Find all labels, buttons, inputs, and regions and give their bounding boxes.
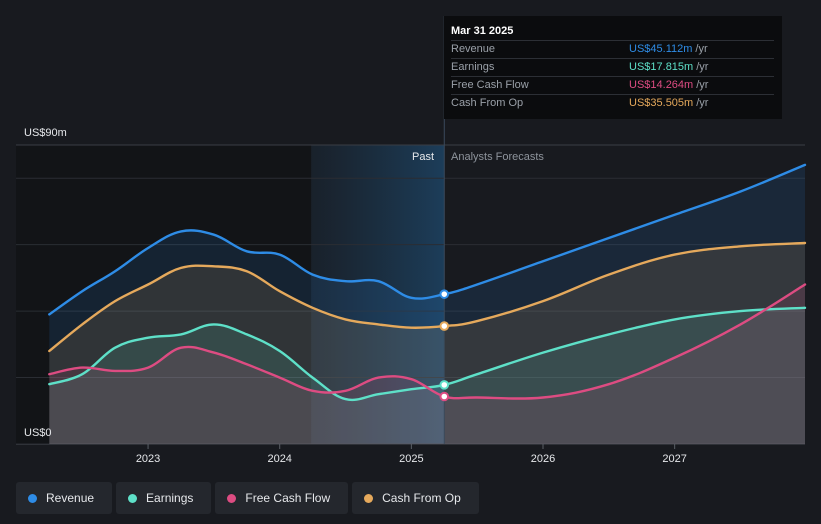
legend-item-revenue[interactable]: Revenue — [16, 482, 113, 514]
legend-item-free-cash-flow[interactable]: Free Cash Flow — [215, 482, 349, 514]
tooltip-label: Earnings — [451, 61, 495, 73]
tooltip-value: US$17.815m — [629, 61, 694, 73]
legend-item-cash-from-op[interactable]: Cash From Op — [352, 482, 479, 514]
tooltip-label: Free Cash Flow — [451, 79, 529, 91]
legend-item-earnings[interactable]: Earnings — [116, 482, 212, 514]
marker-revenue — [439, 289, 450, 299]
legend-dot-icon — [28, 493, 37, 503]
tooltip-row-revenue: Revenue US$45.112m /yr — [451, 40, 774, 58]
area-revenue — [49, 164, 806, 444]
legend-label: Cash From Op — [382, 491, 461, 505]
tooltip: Mar 31 2025 Revenue US$45.112m /yr Earni… — [444, 16, 782, 119]
tooltip-label: Cash From Op — [451, 97, 524, 109]
legend-label: Revenue — [46, 491, 95, 505]
tooltip-row-cash-from-op: Cash From Op US$35.505m /yr — [451, 94, 774, 112]
tooltip-unit: /yr — [696, 97, 709, 109]
x-tick-label: 2023 — [136, 453, 160, 465]
line-cash-from-op — [48, 241, 807, 353]
tooltip-date: Mar 31 2025 — [451, 25, 514, 37]
area-earnings — [49, 307, 806, 444]
history-shade — [16, 145, 311, 445]
series-areas — [49, 164, 806, 444]
line-revenue — [48, 163, 807, 316]
marker-free-cash-flow — [439, 391, 450, 402]
current-markers — [439, 289, 450, 402]
y-axis-max-label: US$90m — [24, 127, 67, 139]
x-tick-label: 2024 — [267, 453, 291, 465]
tooltip-label: Revenue — [451, 43, 496, 55]
tooltip-value: US$35.505m — [629, 97, 694, 109]
tooltip-row-earnings: Earnings US$17.815m /yr — [451, 58, 774, 76]
tooltip-unit: /yr — [695, 43, 708, 55]
series-lines — [48, 163, 807, 402]
x-tick-label: 2027 — [662, 453, 686, 465]
legend: Revenue Earnings Free Cash Flow Cash Fro… — [16, 482, 479, 514]
marker-earnings — [439, 380, 450, 390]
line-free-cash-flow — [48, 283, 807, 400]
tooltip-row-free-cash-flow: Free Cash Flow US$14.264m /yr — [451, 76, 774, 94]
legend-dot-icon — [227, 493, 237, 503]
tooltip-unit: /yr — [696, 61, 709, 73]
legend-label: Free Cash Flow — [245, 491, 331, 505]
line-earnings — [48, 306, 807, 402]
tooltip-value: US$14.264m — [629, 79, 694, 91]
past-label: Past — [412, 151, 434, 163]
area-cash-from-op — [49, 243, 806, 444]
x-tick-label: 2026 — [531, 453, 555, 465]
x-axis-ticks: 2023 2024 2025 2026 2027 — [16, 444, 805, 465]
legend-dot-icon — [128, 493, 138, 503]
legend-dot-icon — [364, 493, 374, 503]
tooltip-unit: /yr — [696, 79, 709, 91]
x-tick-label: 2025 — [399, 453, 423, 465]
area-free-cash-flow — [49, 284, 806, 444]
marker-cash-from-op — [439, 321, 450, 331]
y-axis-min-label: US$0 — [24, 427, 52, 439]
tooltip-value: US$45.112m — [629, 43, 693, 55]
forecast-label: Analysts Forecasts — [451, 151, 544, 163]
legend-label: Earnings — [146, 491, 194, 505]
